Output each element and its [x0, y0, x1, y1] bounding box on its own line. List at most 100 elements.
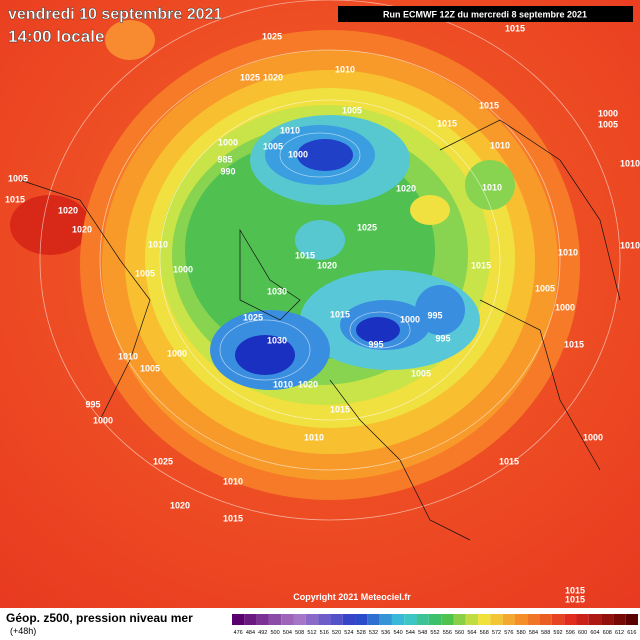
colorbar-swatch	[527, 614, 540, 625]
colorbar-label: 556	[443, 630, 452, 636]
isobar-label: 1010	[304, 432, 324, 442]
isobar-label: 1005	[140, 363, 160, 373]
colorbar-label: 592	[553, 630, 562, 636]
isobar-label: 1015	[223, 513, 243, 523]
isobar-label: 1010	[335, 64, 355, 74]
run-text: Run ECMWF 12Z du mercredi 8 septembre 20…	[383, 9, 587, 19]
colorbar-swatch	[613, 614, 626, 625]
colorbar-label: 508	[295, 630, 304, 636]
run-box	[338, 6, 633, 22]
colorbar-label: 596	[566, 630, 575, 636]
isobar-label: 1005	[535, 283, 555, 293]
copyright: Copyright 2021 Meteociel.fr	[293, 592, 411, 602]
isobar-label: 1000	[218, 137, 238, 147]
isobar-label: 1015	[479, 100, 499, 110]
colorbar-swatch	[625, 614, 638, 625]
colorbar-swatch	[564, 614, 577, 625]
colorbar-label: 608	[603, 630, 612, 636]
colorbar-swatch	[478, 614, 491, 625]
colorbar-label: 584	[529, 630, 538, 636]
isobar-label: 995	[368, 339, 383, 349]
isobar-label: 1030	[267, 286, 287, 296]
colorbar-swatch	[539, 614, 552, 625]
isobar-label: 995	[85, 399, 100, 409]
isobar-label: 1020	[298, 379, 318, 389]
colorbar-swatch	[232, 614, 245, 625]
colorbar-swatch	[367, 614, 380, 625]
colorbar-label: 544	[406, 630, 415, 636]
colorbar-swatch	[256, 614, 269, 625]
isobar-label: 995	[427, 310, 442, 320]
colorbar-swatch	[293, 614, 306, 625]
colorbar-label: 520	[332, 630, 341, 636]
colorbar-label: 616	[627, 630, 636, 636]
isobar-label: 1010	[620, 240, 640, 250]
isobar-label: 1015	[499, 456, 519, 466]
isobar-label: 1025	[153, 456, 173, 466]
colorbar-label: 536	[381, 630, 390, 636]
colorbar-swatch	[514, 614, 528, 625]
isobar-label: 1005	[263, 141, 283, 151]
isobar-label: 1005	[8, 173, 28, 183]
isobar-label: 1010	[558, 247, 578, 257]
isobars	[39, 0, 621, 521]
colorbar-swatch	[428, 614, 442, 625]
colorbar-label: 576	[504, 630, 513, 636]
colorbar-label: 588	[541, 630, 550, 636]
isobar-label: 1015	[5, 194, 25, 204]
colorbar-swatch	[404, 614, 417, 625]
colorbar-swatch	[379, 614, 392, 625]
isobar-label: 1005	[598, 119, 618, 129]
isobar-label: 1015	[564, 339, 584, 349]
colorbar-swatch	[355, 614, 368, 625]
time-title: 14:00 locale	[8, 27, 104, 46]
colorbar-label: 552	[430, 630, 439, 636]
isobar-label: 1010	[148, 239, 168, 249]
isobar-label: 1000	[583, 432, 603, 442]
colorbar-swatch	[416, 614, 429, 625]
footer-title: Géop. z500, pression niveau mer	[6, 611, 193, 625]
isobar-label: 1030	[267, 335, 287, 345]
isobar-label: 985	[217, 154, 232, 164]
isobar-label: 1020	[317, 260, 337, 270]
isobar-label: 1025	[357, 222, 377, 232]
footer-subtitle: (+48h)	[10, 626, 36, 636]
colorbar-swatch	[576, 614, 589, 625]
colorbar: 476 484 492 500 504 508 512 516 520 524 528 532 536 5…	[232, 614, 638, 636]
isobar-label: 1000	[400, 314, 420, 324]
isobar-label: 1020	[58, 205, 78, 215]
isobar-label: 1020	[396, 183, 416, 193]
colorbar-label: 532	[369, 630, 378, 636]
isobar-label: 1010	[223, 476, 243, 486]
isobar-label: 1015	[471, 260, 491, 270]
colorbar-swatch	[391, 614, 405, 625]
colorbar-label: 528	[357, 630, 366, 636]
isobar-label: 1005	[411, 368, 431, 378]
colorbar-label: 492	[258, 630, 267, 636]
colorbar-swatch	[281, 614, 294, 625]
date-title: vendredi 10 septembre 2021	[8, 6, 222, 23]
isobar-label: 1010	[620, 158, 640, 168]
isobar-label: 1015	[437, 118, 457, 128]
colorbar-swatch	[244, 614, 257, 625]
isobar-label: 1015	[295, 250, 315, 260]
colorbar-swatch	[465, 614, 479, 625]
isobar-label: 1005	[342, 105, 362, 115]
colorbar-swatch	[318, 614, 331, 625]
colorbar-label: 484	[246, 630, 255, 636]
isobar-label: 1000	[555, 302, 575, 312]
colorbar-label: 512	[307, 630, 316, 636]
colorbar-swatch	[453, 614, 466, 625]
colorbar-swatch	[588, 614, 602, 625]
isobar-label: 1010	[482, 182, 502, 192]
colorbar-swatch	[601, 614, 614, 625]
isobar-label: 1020	[263, 72, 283, 82]
isobar-label: 1020	[170, 500, 190, 510]
colorbar-label: 600	[578, 630, 587, 636]
isobar-label: 1010	[280, 125, 300, 135]
geopotential-field	[10, 20, 580, 500]
colorbar-label: 548	[418, 630, 427, 636]
colorbar-label: 524	[344, 630, 353, 636]
isobar-label: 1010	[118, 351, 138, 361]
